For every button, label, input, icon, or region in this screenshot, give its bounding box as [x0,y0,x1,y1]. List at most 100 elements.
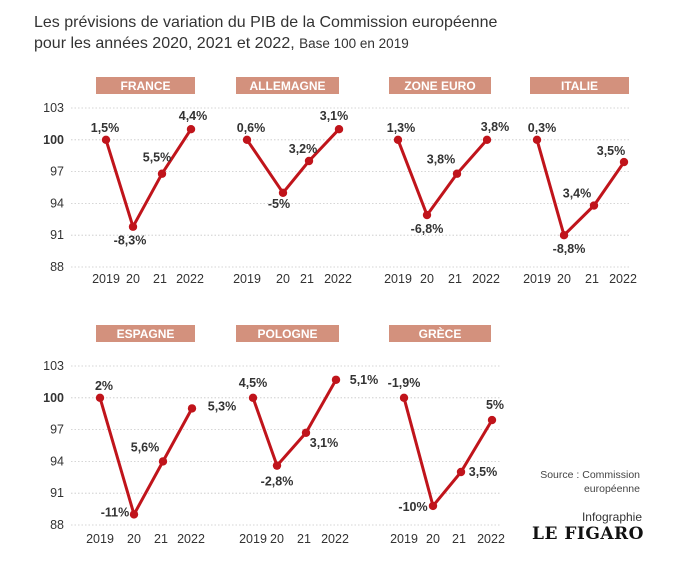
data-point [334,125,344,134]
data-label: -8,3% [114,234,147,248]
data-point [452,169,462,178]
data-point [248,393,258,402]
y-tick-label: 100 [43,133,64,147]
y-tick-label: 103 [43,359,64,373]
data-label: 3,1% [310,436,339,450]
le-figaro-logo: LE FIGARO [532,524,644,544]
data-label: -1,9% [388,376,421,390]
data-label: 5,5% [143,151,172,165]
x-tick-label: 2022 [472,272,500,286]
x-tick-label: 2019 [239,532,267,546]
y-tick-label: 100 [43,391,64,405]
y-tick-label: 88 [50,260,64,274]
data-point [393,135,403,144]
data-label: 3,5% [597,144,626,158]
x-tick-label: 20 [126,272,140,286]
data-label: 3,4% [563,187,592,201]
source-line-1: Source : Commission [540,469,640,481]
data-label: 2% [95,379,113,393]
data-label: 4,4% [179,109,208,123]
x-tick-label: 21 [585,272,599,286]
y-tick-label: 97 [50,165,64,179]
data-label: -8,8% [553,242,586,256]
data-point [428,501,438,511]
data-point [278,188,288,197]
data-label: 1,5% [91,121,120,135]
x-tick-label: 2019 [390,532,418,546]
x-tick-label: 20 [276,272,290,286]
x-tick-label: 2019 [92,272,120,286]
y-tick-label: 88 [50,518,64,532]
panel-title: POLOGNE [257,327,317,341]
panel-title: GRÈCE [419,326,462,341]
chart-title: Les prévisions de variation du PIB de la… [34,12,497,54]
panel-title: FRANCE [121,79,171,93]
title-line-2: pour les années 2020, 2021 et 2022, [34,35,300,52]
panel-header-box [96,325,195,342]
x-tick-label: 2022 [477,532,505,546]
x-tick-label: 21 [448,272,462,286]
x-tick-label: 2022 [177,532,205,546]
series-line [535,138,626,237]
x-tick-label: 2022 [324,272,352,286]
x-tick-label: 20 [426,532,440,546]
data-point [487,415,497,425]
data-point [456,467,466,477]
data-label: 3,5% [469,465,498,479]
panel-header-box [236,77,339,94]
data-point [559,231,569,240]
data-point [186,125,196,134]
x-tick-label: 2019 [86,532,114,546]
panel-title: ESPAGNE [117,327,175,341]
y-tick-label: 97 [50,423,64,437]
data-point [331,375,341,384]
title-base-note: Base 100 en 2019 [299,36,409,51]
x-tick-label: 2019 [523,272,551,286]
series-line [98,396,194,516]
data-point [157,169,167,178]
title-line-1: Les prévisions de variation du PIB de la… [34,14,498,31]
data-point [482,135,492,144]
data-point [158,457,168,466]
y-tick-label: 94 [50,454,64,468]
x-tick-label: 21 [452,532,466,546]
x-tick-label: 21 [154,532,168,546]
data-point [242,135,252,144]
data-label: 3,8% [481,120,510,134]
x-tick-label: 20 [420,272,434,286]
data-point [128,222,138,231]
data-label: 5,1% [350,373,379,387]
x-tick-label: 2019 [384,272,412,286]
data-label: -10% [398,500,427,514]
series-line [402,396,494,508]
x-tick-label: 21 [300,272,314,286]
data-label: -6,8% [411,222,444,236]
data-label: 0,6% [237,121,266,135]
x-tick-label: 21 [297,532,311,546]
y-tick-label: 91 [50,486,64,500]
x-tick-label: 2022 [176,272,204,286]
panel-header-box [530,77,629,94]
source-line-2: européenne [583,483,640,495]
panel-header-box [389,77,491,94]
panel-header-box [96,77,195,94]
data-point [589,201,599,210]
data-label: 5,6% [131,440,160,454]
panel-title: ALLEMAGNE [250,79,326,93]
panel-title: ITALIE [561,79,598,93]
source-note: Source : Commission européenne [520,468,640,496]
x-tick-label: 21 [153,272,167,286]
data-point [129,510,139,519]
data-point [187,404,197,413]
x-tick-label: 2022 [609,272,637,286]
data-point [301,428,311,437]
y-tick-label: 103 [43,101,64,115]
panel-header-box [236,325,339,342]
panel-header-box [389,325,491,342]
x-tick-label: 20 [557,272,571,286]
data-label: 4,5% [239,376,268,390]
data-point [532,135,542,144]
credit-label: Infographie [581,510,642,524]
x-tick-label: 2022 [321,532,349,546]
